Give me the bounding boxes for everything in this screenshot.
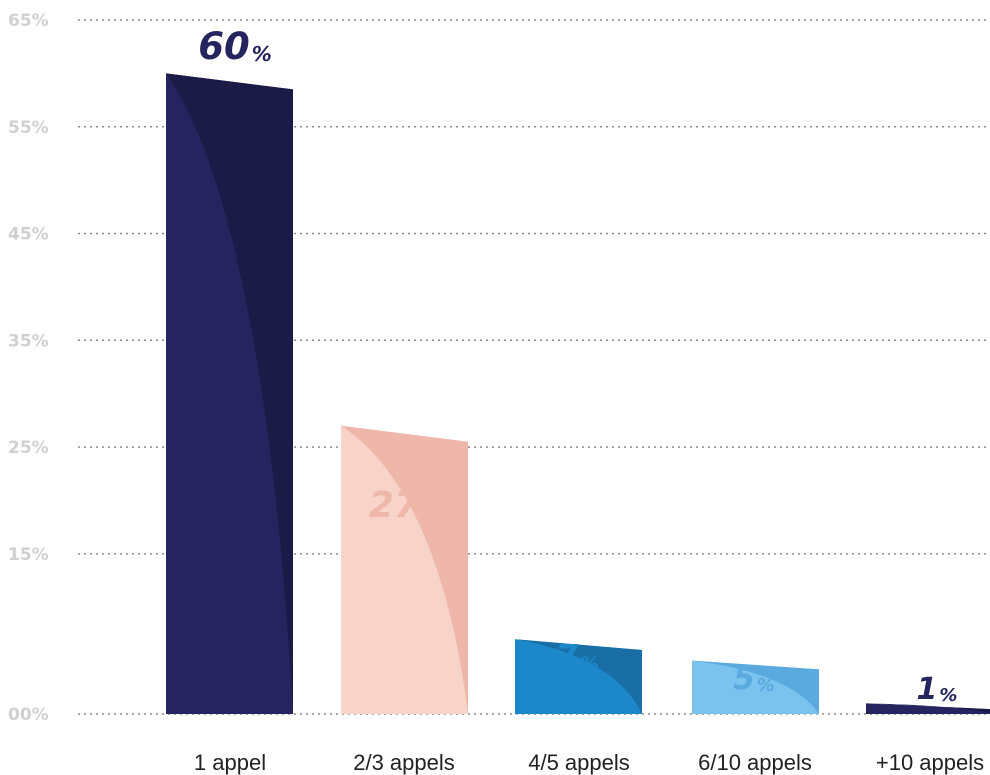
value-labels: 60 % 27 % 7% 5% 1%: [198, 25, 957, 707]
bar-shadow: [866, 703, 990, 714]
category-label: +10 appels: [876, 750, 984, 775]
y-tick-label: 00%: [8, 705, 49, 725]
y-tick-label: 35%: [8, 331, 49, 351]
y-tick-label: 55%: [8, 118, 49, 138]
category-label: 1 appel: [194, 750, 266, 775]
bar-shadow: [515, 639, 642, 714]
category-labels: 1 appel 2/3 appels 4/5 appels 6/10 appels +1…: [194, 750, 984, 775]
y-axis-ticks: 65% 55% 45% 35% 25% 15% 00%: [8, 11, 49, 725]
bar-shadow: [692, 660, 819, 714]
y-tick-label: 45%: [8, 225, 49, 245]
category-label: 6/10 appels: [698, 750, 812, 775]
bar-value-label: 7%: [555, 637, 599, 676]
bars: [166, 73, 990, 714]
bar-value-label: 5%: [733, 661, 775, 697]
category-label: 2/3 appels: [353, 750, 455, 775]
bar-value-label: 27%: [369, 485, 441, 526]
category-label: 4/5 appels: [528, 750, 630, 775]
bar-value-label: 60%: [198, 25, 272, 68]
bar-shadow: [166, 73, 293, 714]
y-tick-label: 15%: [8, 545, 49, 565]
bar-value-label: 1%: [917, 672, 958, 707]
y-tick-label: 65%: [8, 11, 49, 31]
bar-shadow: [341, 425, 468, 714]
bar: [866, 703, 990, 714]
y-tick-label: 25%: [8, 438, 49, 458]
